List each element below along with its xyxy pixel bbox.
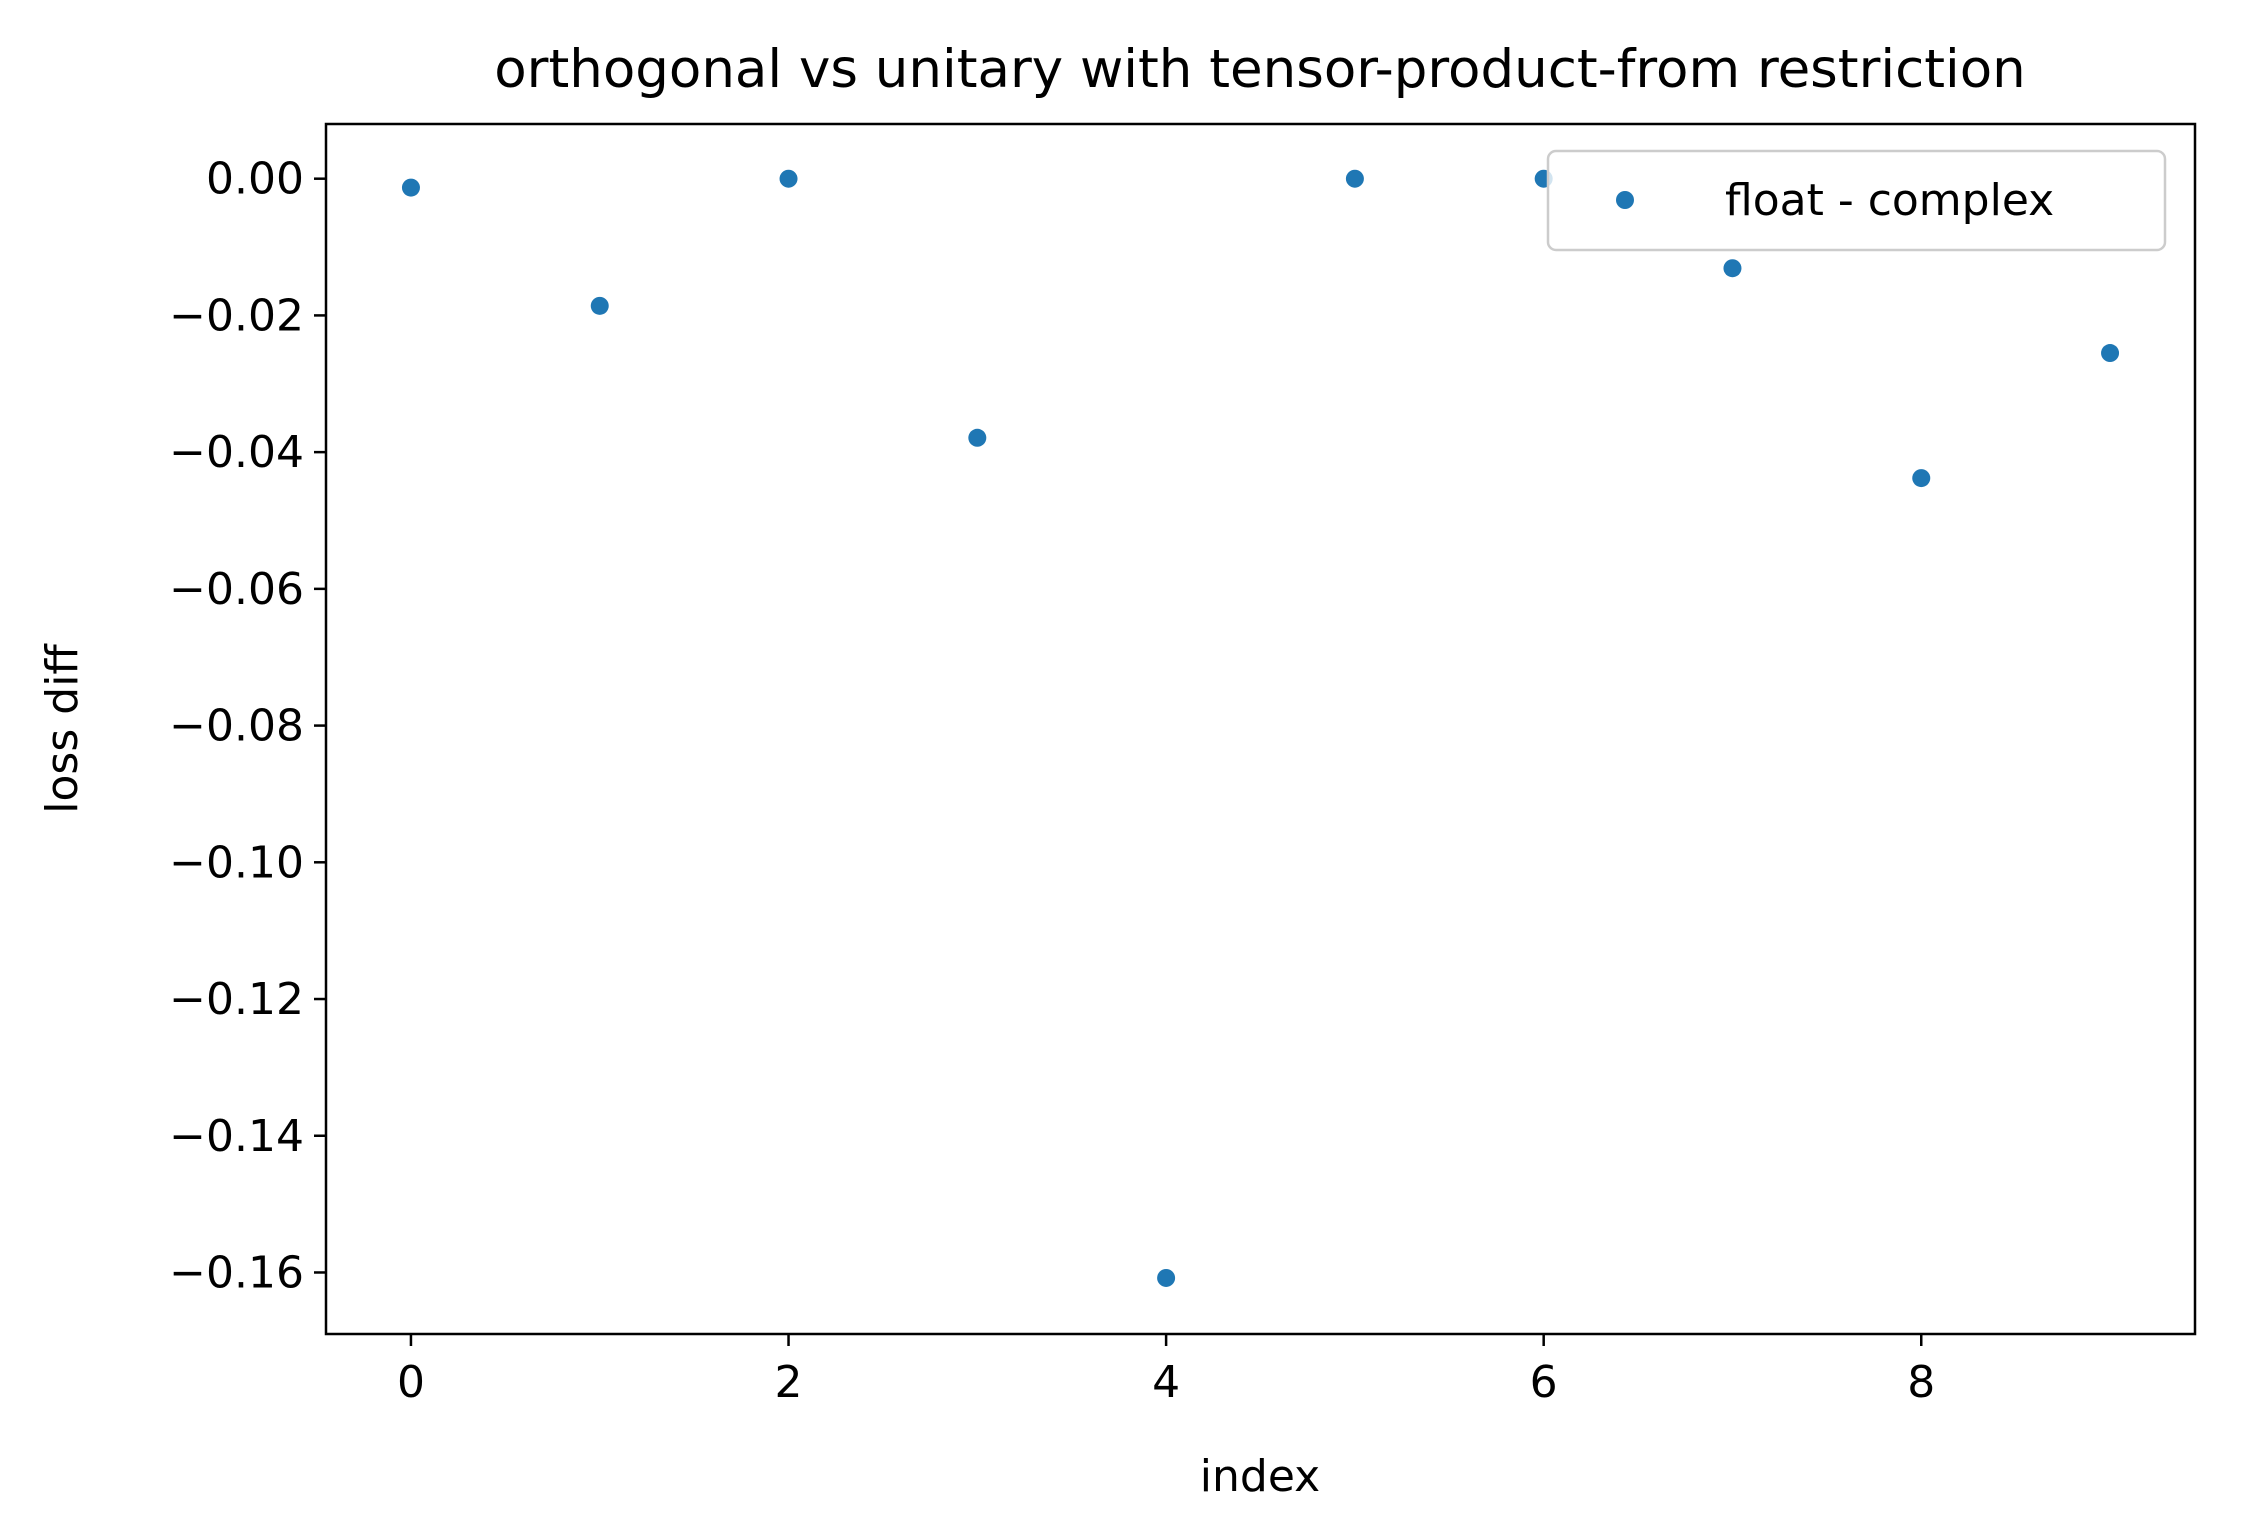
plot-background bbox=[326, 124, 2195, 1334]
x-axis-label: index bbox=[1200, 1451, 1320, 1502]
y-axis-ticks: 0.00 −0.02 −0.04 −0.06 −0.08 −0.10 −0.12 −0.14 −… bbox=[169, 154, 326, 1298]
y-tick-label: −0.12 bbox=[169, 974, 304, 1025]
y-tick-label: −0.10 bbox=[169, 837, 304, 888]
x-tick-label: 6 bbox=[1530, 1357, 1558, 1408]
x-tick-label: 2 bbox=[775, 1357, 803, 1408]
y-tick-label: 0.00 bbox=[206, 154, 304, 205]
legend-marker bbox=[1616, 191, 1634, 209]
data-point bbox=[1157, 1268, 1176, 1287]
y-tick-label: −0.14 bbox=[169, 1111, 304, 1162]
plot-frame bbox=[324, 122, 2197, 1336]
data-point bbox=[590, 296, 609, 315]
x-axis-ticks: 0 2 4 6 8 bbox=[397, 1334, 1935, 1408]
chart-title: orthogonal vs unitary with tensor-produc… bbox=[494, 39, 2026, 100]
data-point bbox=[1345, 169, 1364, 188]
y-tick-label: −0.06 bbox=[169, 564, 304, 615]
data-point bbox=[1723, 259, 1742, 278]
y-tick-label: −0.02 bbox=[169, 290, 304, 341]
y-tick-label: −0.08 bbox=[169, 701, 304, 752]
legend-box bbox=[1546, 149, 2167, 252]
x-tick-label: 0 bbox=[397, 1357, 425, 1408]
legend-entry-label: float - complex bbox=[1725, 175, 2054, 226]
legend: float - complex bbox=[1546, 149, 2167, 252]
data-point bbox=[1912, 469, 1931, 488]
data-point bbox=[401, 178, 420, 197]
y-tick-label: −0.04 bbox=[169, 427, 304, 478]
x-tick-label: 4 bbox=[1152, 1357, 1180, 1408]
data-point bbox=[968, 428, 987, 447]
y-tick-label: −0.16 bbox=[169, 1247, 304, 1298]
data-point bbox=[2101, 344, 2120, 363]
data-point bbox=[779, 169, 798, 188]
y-axis-label: loss diff bbox=[37, 643, 88, 814]
x-tick-label: 8 bbox=[1907, 1357, 1935, 1408]
